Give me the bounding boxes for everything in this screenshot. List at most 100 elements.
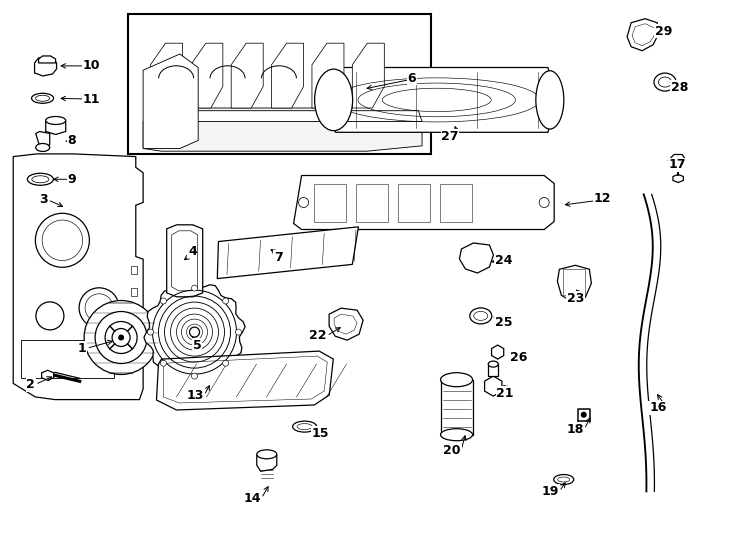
Bar — [313, 184, 346, 221]
Text: 19: 19 — [542, 485, 559, 498]
Circle shape — [299, 198, 308, 207]
Circle shape — [84, 300, 158, 375]
Ellipse shape — [315, 69, 352, 131]
Text: 21: 21 — [496, 387, 514, 400]
Polygon shape — [34, 58, 57, 76]
Ellipse shape — [654, 73, 676, 91]
Text: 8: 8 — [68, 134, 76, 147]
Text: 9: 9 — [68, 173, 76, 186]
Polygon shape — [39, 56, 56, 63]
Ellipse shape — [35, 95, 50, 102]
Polygon shape — [172, 231, 197, 291]
Ellipse shape — [488, 361, 498, 367]
Circle shape — [222, 298, 228, 304]
Polygon shape — [329, 308, 363, 340]
Text: 23: 23 — [567, 292, 584, 305]
Text: 27: 27 — [441, 130, 459, 143]
Ellipse shape — [558, 477, 570, 482]
Bar — [21, 340, 114, 378]
Text: 1: 1 — [78, 342, 87, 355]
Text: 4: 4 — [188, 245, 197, 258]
Ellipse shape — [293, 421, 316, 432]
Ellipse shape — [257, 450, 277, 459]
Bar — [564, 269, 586, 295]
Text: 20: 20 — [443, 444, 461, 457]
Circle shape — [161, 298, 167, 304]
Polygon shape — [143, 108, 422, 151]
Ellipse shape — [297, 423, 312, 430]
Polygon shape — [459, 243, 493, 273]
Text: 14: 14 — [244, 492, 261, 505]
Circle shape — [192, 373, 197, 379]
Polygon shape — [492, 345, 504, 359]
Circle shape — [95, 312, 147, 363]
Polygon shape — [316, 68, 558, 132]
Text: 11: 11 — [83, 93, 101, 106]
Bar — [131, 309, 137, 317]
Circle shape — [192, 285, 197, 291]
Bar — [440, 380, 473, 435]
Circle shape — [42, 220, 83, 260]
Polygon shape — [627, 19, 659, 51]
Ellipse shape — [658, 77, 672, 87]
Ellipse shape — [470, 308, 492, 324]
Polygon shape — [294, 176, 554, 230]
Ellipse shape — [27, 173, 54, 185]
Circle shape — [36, 302, 64, 330]
Polygon shape — [150, 43, 183, 108]
Text: 3: 3 — [39, 193, 48, 206]
Ellipse shape — [536, 71, 564, 129]
Circle shape — [112, 328, 130, 347]
Text: 17: 17 — [669, 158, 686, 171]
Text: 29: 29 — [655, 25, 672, 38]
Circle shape — [222, 360, 228, 366]
Polygon shape — [36, 131, 50, 150]
Polygon shape — [156, 351, 333, 410]
Polygon shape — [217, 227, 358, 279]
Polygon shape — [673, 174, 683, 183]
Bar — [440, 184, 472, 221]
Text: 24: 24 — [495, 254, 512, 267]
Text: 16: 16 — [649, 401, 666, 414]
Bar — [131, 288, 137, 295]
Bar — [398, 184, 429, 221]
Circle shape — [161, 360, 167, 366]
Circle shape — [85, 294, 113, 322]
Polygon shape — [13, 154, 143, 400]
Circle shape — [236, 329, 241, 335]
Ellipse shape — [46, 117, 66, 125]
Polygon shape — [668, 154, 686, 171]
Ellipse shape — [32, 93, 54, 103]
Text: 10: 10 — [83, 59, 101, 72]
Text: 22: 22 — [309, 329, 327, 342]
Ellipse shape — [36, 144, 50, 152]
Polygon shape — [272, 43, 304, 108]
Text: 6: 6 — [407, 72, 416, 85]
Polygon shape — [632, 24, 655, 46]
Polygon shape — [257, 451, 277, 471]
Polygon shape — [231, 43, 264, 108]
Bar — [355, 184, 388, 221]
Text: 7: 7 — [274, 251, 283, 264]
Text: 13: 13 — [186, 389, 204, 402]
Text: 5: 5 — [193, 339, 202, 352]
Text: 15: 15 — [311, 427, 329, 440]
Text: 28: 28 — [671, 81, 688, 94]
Bar — [488, 364, 498, 376]
Polygon shape — [312, 43, 344, 108]
Polygon shape — [191, 43, 223, 108]
Polygon shape — [144, 281, 245, 383]
Polygon shape — [46, 118, 66, 134]
Circle shape — [581, 411, 586, 418]
Polygon shape — [167, 225, 203, 297]
Ellipse shape — [553, 475, 574, 484]
Circle shape — [148, 329, 153, 335]
Circle shape — [105, 321, 137, 354]
Polygon shape — [557, 265, 592, 301]
Ellipse shape — [440, 373, 473, 387]
Text: 26: 26 — [509, 351, 527, 364]
Circle shape — [189, 327, 200, 337]
Polygon shape — [42, 370, 54, 380]
Circle shape — [35, 213, 90, 267]
Bar — [128, 14, 431, 154]
